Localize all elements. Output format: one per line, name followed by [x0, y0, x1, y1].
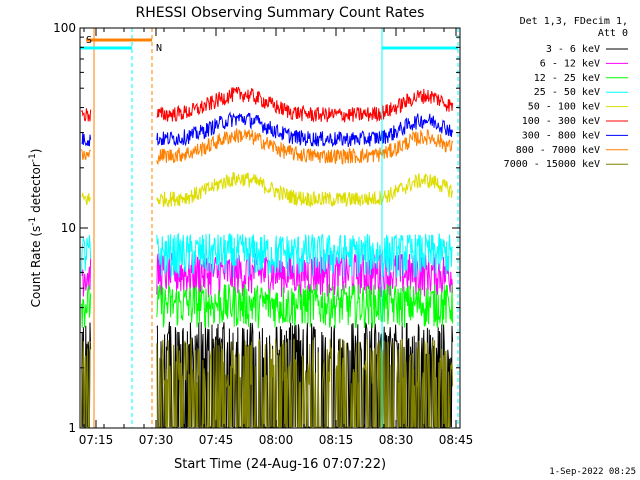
series-line: [156, 232, 453, 278]
legend-entry-label: 12 - 25 keV: [534, 73, 600, 84]
series-100-300-kev: [81, 86, 454, 123]
axes: 1 10 100 07:15 07:30 07:45 08:00 08:15 08:30 08:4…: [53, 21, 473, 447]
series-line: [81, 284, 92, 328]
legend-entry-label: 7000 - 15000 keV: [504, 159, 600, 170]
legend-header: Att 0: [598, 28, 628, 39]
footer-date: 1-Sep-2022 08:25: [549, 467, 636, 477]
y-tick-label: 10: [61, 221, 76, 235]
legend-entry-label: 3 - 6 keV: [546, 44, 600, 55]
series-line: [81, 148, 91, 161]
legend: Det 1,3, FDecim 1,Att 0 3 - 6 keV 6 - 12 k…: [504, 16, 628, 170]
x-tick-label: 08:30: [379, 433, 414, 447]
x-tick-label: 08:45: [439, 433, 474, 447]
x-tick-label: 07:45: [199, 433, 234, 447]
series-line: [156, 111, 454, 148]
x-tick-label: 08:00: [259, 433, 294, 447]
series-6-12-kev: [81, 251, 454, 299]
series-line: [81, 192, 92, 206]
y-tick-label: 100: [53, 21, 76, 35]
x-tick-label: 07:30: [139, 433, 174, 447]
series-12-25-kev: [81, 283, 454, 329]
series-line: [156, 86, 454, 123]
annotation-label: S: [86, 35, 92, 46]
legend-header: Det 1,3, FDecim 1,: [520, 16, 628, 27]
series-line: [81, 235, 92, 275]
annotation-label: N: [156, 43, 162, 54]
series-line: [156, 251, 454, 299]
series-line: [156, 128, 454, 165]
legend-entry-label: 25 - 50 keV: [534, 87, 600, 98]
legend-entry-label: 6 - 12 keV: [540, 58, 600, 69]
x-axis-label: Start Time (24-Aug-16 07:07:22): [174, 457, 386, 472]
y-tick-label: 1: [68, 421, 76, 435]
legend-entry-label: 300 - 800 keV: [522, 130, 600, 141]
x-tick-label: 07:15: [79, 433, 114, 447]
legend-entry-label: 800 - 7000 keV: [516, 145, 600, 156]
y-axis-label: Count Rate (s-1 detector-1): [28, 149, 43, 308]
x-tick-label: 08:15: [319, 433, 354, 447]
chart-title: RHESSI Observing Summary Count Rates: [136, 5, 425, 21]
series-line: [81, 258, 92, 297]
series-300-800-kev: [81, 111, 454, 148]
series-line: [156, 283, 454, 329]
series-800-7000-kev: [81, 128, 454, 165]
series-line: [156, 172, 454, 208]
series-50-100-kev: [81, 172, 454, 208]
legend-entry-label: 50 - 100 keV: [528, 102, 600, 113]
series-line: [81, 132, 92, 147]
plot-area: SN: [80, 28, 459, 428]
series-line: [81, 108, 92, 122]
series-7000-15000-kev: [81, 338, 454, 428]
series-line: [156, 338, 454, 428]
series-25-50-kev: [81, 232, 453, 278]
series-line: [81, 341, 92, 428]
legend-entry-label: 100 - 300 keV: [522, 116, 600, 127]
